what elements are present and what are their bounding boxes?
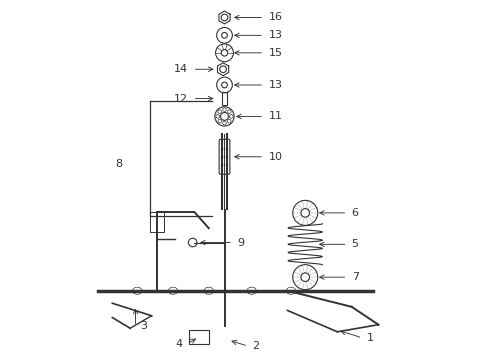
Text: 6: 6	[351, 208, 358, 218]
Text: 13: 13	[268, 30, 282, 40]
Text: 1: 1	[366, 333, 373, 343]
Bar	[221, 92, 227, 105]
Text: 7: 7	[351, 272, 358, 282]
Text: 12: 12	[174, 94, 188, 104]
Text: 13: 13	[268, 80, 282, 90]
Text: 11: 11	[268, 111, 282, 121]
Text: 16: 16	[268, 13, 282, 22]
Text: 4: 4	[176, 339, 183, 348]
Bar	[189, 330, 208, 344]
Text: 15: 15	[268, 48, 282, 58]
Text: 14: 14	[174, 64, 188, 74]
Text: 9: 9	[237, 238, 244, 248]
Text: 2: 2	[252, 341, 259, 351]
Text: 3: 3	[140, 321, 146, 332]
Text: 5: 5	[351, 239, 358, 249]
Bar	[149, 212, 164, 232]
Text: 10: 10	[268, 152, 282, 162]
Text: 8: 8	[115, 159, 122, 169]
